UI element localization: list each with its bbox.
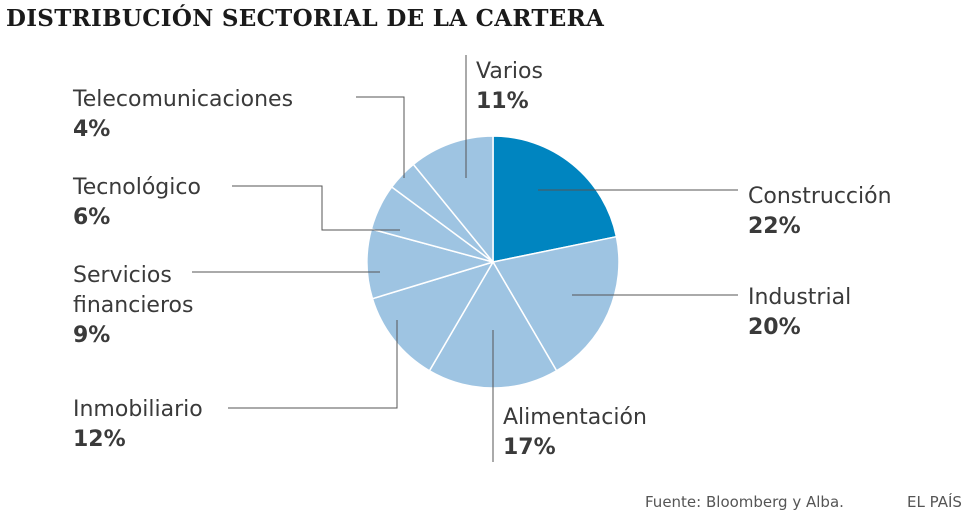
pie-slice-inmobiliario [371,260,495,372]
slice-value-tecnologico: 6% [73,205,110,230]
slice-value-inmobiliario: 12% [73,427,126,452]
slice-label-construccion: Construcción [748,184,892,209]
slice-value-alimentacion: 17% [503,435,556,460]
slice-label-industrial: Industrial [748,285,851,310]
slice-label-varios: Varios [476,59,543,84]
leader-line-inmobiliario [228,320,398,409]
slice-label-inmobiliario: Inmobiliario [73,397,203,422]
slice-value-construccion: 22% [748,214,801,239]
pie-slice-industrial [491,235,620,372]
chart-title: DISTRIBUCIÓN SECTORIAL DE LA CARTERA [6,5,605,32]
slice-value-telecomunicaciones: 4% [73,117,110,142]
slice-labels: Construcción 22% Industrial 20% Alimentación… [72,59,892,460]
leader-line-telecomunicaciones [356,96,405,178]
source-note: Fuente: Bloomberg y Alba. [645,493,844,511]
slice-label-alimentacion: Alimentación [503,405,647,430]
publisher-brand: EL PAÍS [907,492,962,511]
slice-value-varios: 11% [476,89,529,114]
slice-label-telecomunicaciones: Telecomunicaciones [72,87,293,112]
pie-slices [366,135,620,389]
leader-lines [192,55,738,462]
leader-line-tecnologico [232,185,400,231]
pie-slice-construccion [492,135,618,263]
slice-value-servicios-financieros: 9% [73,323,110,348]
slice-label-tecnologico: Tecnológico [72,175,201,200]
slice-label-servicios-financieros: Servicios financieros [73,263,193,318]
pie-slice-varios [412,135,494,265]
slice-value-industrial: 20% [748,315,801,340]
